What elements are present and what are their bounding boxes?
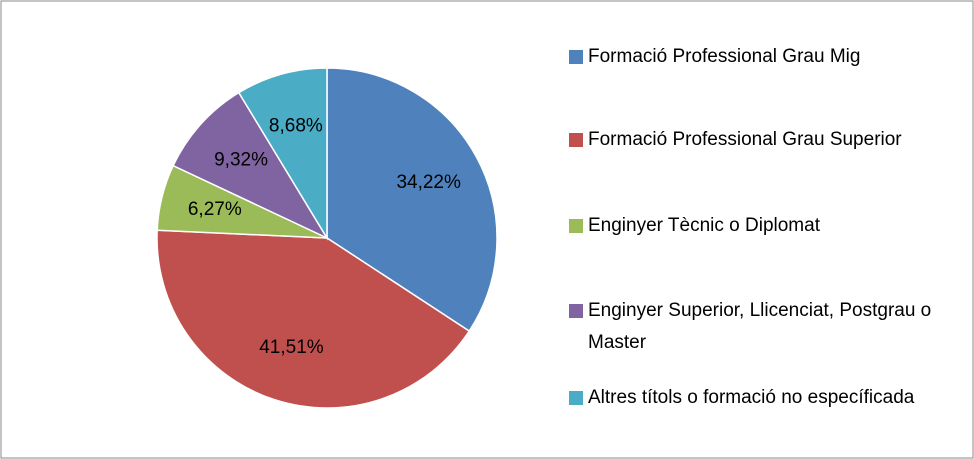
data-label: 6,27% xyxy=(188,199,242,220)
pie-slice xyxy=(237,67,328,241)
legend-label: Enginyer Superior, Llicenciat, Postgrau … xyxy=(588,300,932,353)
legend-swatch xyxy=(569,391,583,405)
legend-label: Formació Professional Grau Mig xyxy=(588,46,861,67)
pie-slice xyxy=(156,229,471,409)
data-label: 34,22% xyxy=(396,172,461,193)
legend-item: Altres títols o formació no específicada xyxy=(569,382,964,414)
legend-label: Enginyer Tècnic o Diplomat xyxy=(588,215,820,236)
data-label: 41,51% xyxy=(259,337,324,358)
legend-item: Enginyer Tècnic o Diplomat xyxy=(569,210,964,242)
legend-swatch xyxy=(569,304,583,318)
data-label: 9,32% xyxy=(214,150,268,171)
legend-label: Formació Professional Grau Superior xyxy=(588,129,902,150)
pie-slice xyxy=(172,91,329,240)
legend-label: Altres títols o formació no específicada xyxy=(588,387,915,408)
legend-item: Formació Professional Grau Mig xyxy=(569,41,964,73)
legend-swatch xyxy=(569,219,583,233)
legend-item: Enginyer Superior, Llicenciat, Postgrau … xyxy=(569,295,964,359)
legend-swatch xyxy=(569,133,583,147)
data-label: 8,68% xyxy=(269,116,323,137)
legend-item: Formació Professional Grau Superior xyxy=(569,124,964,156)
legend-swatch xyxy=(569,50,583,64)
